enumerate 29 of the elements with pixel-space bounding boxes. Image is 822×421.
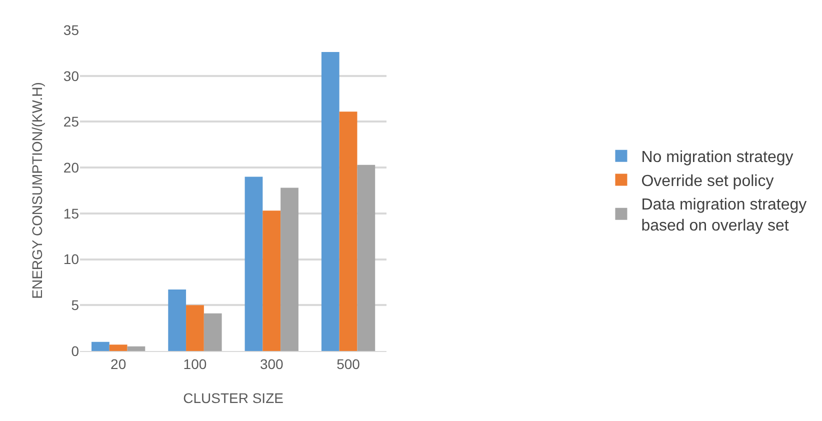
y-tick-label: 25 xyxy=(63,114,80,130)
bar xyxy=(92,342,110,351)
y-tick-label: 10 xyxy=(63,251,80,268)
y-tick-label: 15 xyxy=(63,205,80,222)
x-tick-label: 100 xyxy=(183,356,207,372)
y-tick-label: 5 xyxy=(71,297,80,314)
bar xyxy=(127,346,146,351)
x-tick-label: 300 xyxy=(260,356,284,372)
y-tick-label: 30 xyxy=(63,68,80,84)
bar xyxy=(186,305,204,351)
y-tick-label: 0 xyxy=(71,342,80,359)
legend-label: Override set policy xyxy=(641,172,774,190)
bar xyxy=(204,313,222,351)
bar xyxy=(339,112,358,351)
y-axis-title: ENERGY CONSUMPTION/(KW.H) xyxy=(29,82,45,299)
legend-label: Data migration strategy based on overlay set xyxy=(641,196,807,235)
x-axis-title: CLUSTER SIZE xyxy=(183,390,284,406)
x-tick-label: 500 xyxy=(336,356,360,372)
bar xyxy=(168,290,186,351)
bar xyxy=(321,52,340,351)
bar xyxy=(357,164,376,351)
y-tick-label: 20 xyxy=(63,159,80,176)
legend-label: No migration strategy xyxy=(641,149,794,166)
x-tick-label: 20 xyxy=(110,356,126,372)
bar xyxy=(280,188,298,351)
bar xyxy=(244,176,263,351)
y-tick-label: 35 xyxy=(63,22,80,38)
bar xyxy=(109,344,128,351)
bar xyxy=(262,210,281,351)
